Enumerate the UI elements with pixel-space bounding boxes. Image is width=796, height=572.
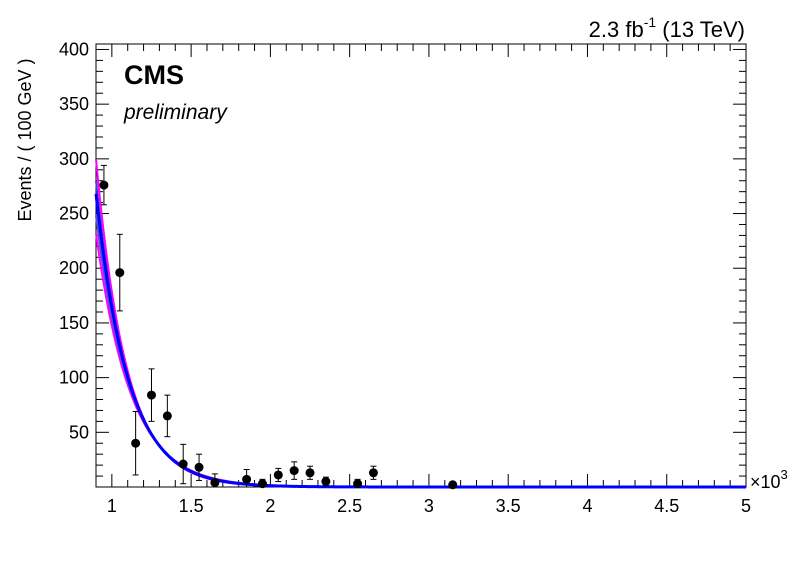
- data-marker: [146, 390, 156, 400]
- data-point: [305, 465, 315, 480]
- x-tick-label: 2: [265, 496, 275, 516]
- fit-curve-5: [94, 193, 746, 489]
- y-tick-label: 100: [59, 368, 89, 388]
- data-point: [115, 233, 125, 312]
- y-tick-label: 350: [59, 94, 89, 114]
- data-point: [257, 478, 267, 489]
- data-point: [368, 465, 378, 480]
- data-point: [289, 461, 299, 480]
- data-marker: [162, 411, 172, 421]
- lumi-suffix: (13 TeV): [656, 17, 745, 42]
- x-multiplier-exp: 3: [781, 467, 788, 482]
- x-tick-label: 5: [741, 496, 751, 516]
- data-marker: [99, 180, 109, 190]
- fit-curve-3: [95, 180, 746, 488]
- data-marker: [115, 268, 125, 278]
- data-marker: [368, 468, 378, 478]
- y-tick-label: 200: [59, 258, 89, 278]
- x-tick-label: 1: [107, 496, 117, 516]
- data-marker: [448, 480, 458, 490]
- data-point: [242, 468, 252, 488]
- lumi-label: 2.3 fb-1 (13 TeV): [589, 14, 745, 42]
- data-marker: [273, 470, 283, 480]
- x-tick-label: 2.5: [337, 496, 362, 516]
- x-multiplier: ×103: [750, 467, 788, 492]
- data-point: [353, 478, 363, 489]
- y-tick-label: 250: [59, 204, 89, 224]
- fit-curve-4: [95, 215, 746, 488]
- data-marker: [353, 479, 363, 489]
- cms-label: CMS: [124, 60, 184, 90]
- preliminary-label: preliminary: [123, 101, 228, 124]
- data-point: [321, 476, 331, 487]
- data-marker: [242, 474, 252, 484]
- x-tick-label: 1.5: [179, 496, 204, 516]
- data-marker: [210, 478, 220, 488]
- x-tick-label: 3.5: [496, 496, 521, 516]
- y-axis-label: Events / ( 100 GeV ): [15, 58, 35, 221]
- data-point: [194, 453, 204, 481]
- data-point: [178, 443, 188, 485]
- y-tick-label: 400: [59, 39, 89, 59]
- lumi-prefix: 2.3 fb: [589, 17, 644, 42]
- data-marker: [131, 438, 141, 448]
- data-point: [162, 394, 172, 438]
- y-tick-label: 50: [69, 422, 89, 442]
- data-point: [99, 164, 109, 206]
- x-tick-label: 3: [424, 496, 434, 516]
- fit-curves: [94, 158, 746, 489]
- y-tick-label: 300: [59, 149, 89, 169]
- lumi-exponent: -1: [644, 14, 657, 30]
- data-point: [131, 411, 141, 476]
- data-marker: [321, 477, 331, 487]
- data-marker: [257, 479, 267, 489]
- x-multiplier-base: ×10: [750, 472, 781, 492]
- data-point: [210, 473, 220, 488]
- data-marker: [289, 466, 299, 476]
- data-marker: [305, 468, 315, 478]
- data-points: [99, 164, 458, 490]
- data-point: [448, 480, 458, 490]
- fit-curve-1: [95, 158, 746, 488]
- data-marker: [194, 462, 204, 472]
- fit-curve-2: [95, 233, 746, 488]
- data-point: [273, 467, 283, 483]
- data-marker: [178, 459, 188, 469]
- x-tick-label: 4.5: [654, 496, 679, 516]
- data-point: [146, 368, 156, 422]
- y-tick-label: 150: [59, 313, 89, 333]
- x-tick-label: 4: [582, 496, 592, 516]
